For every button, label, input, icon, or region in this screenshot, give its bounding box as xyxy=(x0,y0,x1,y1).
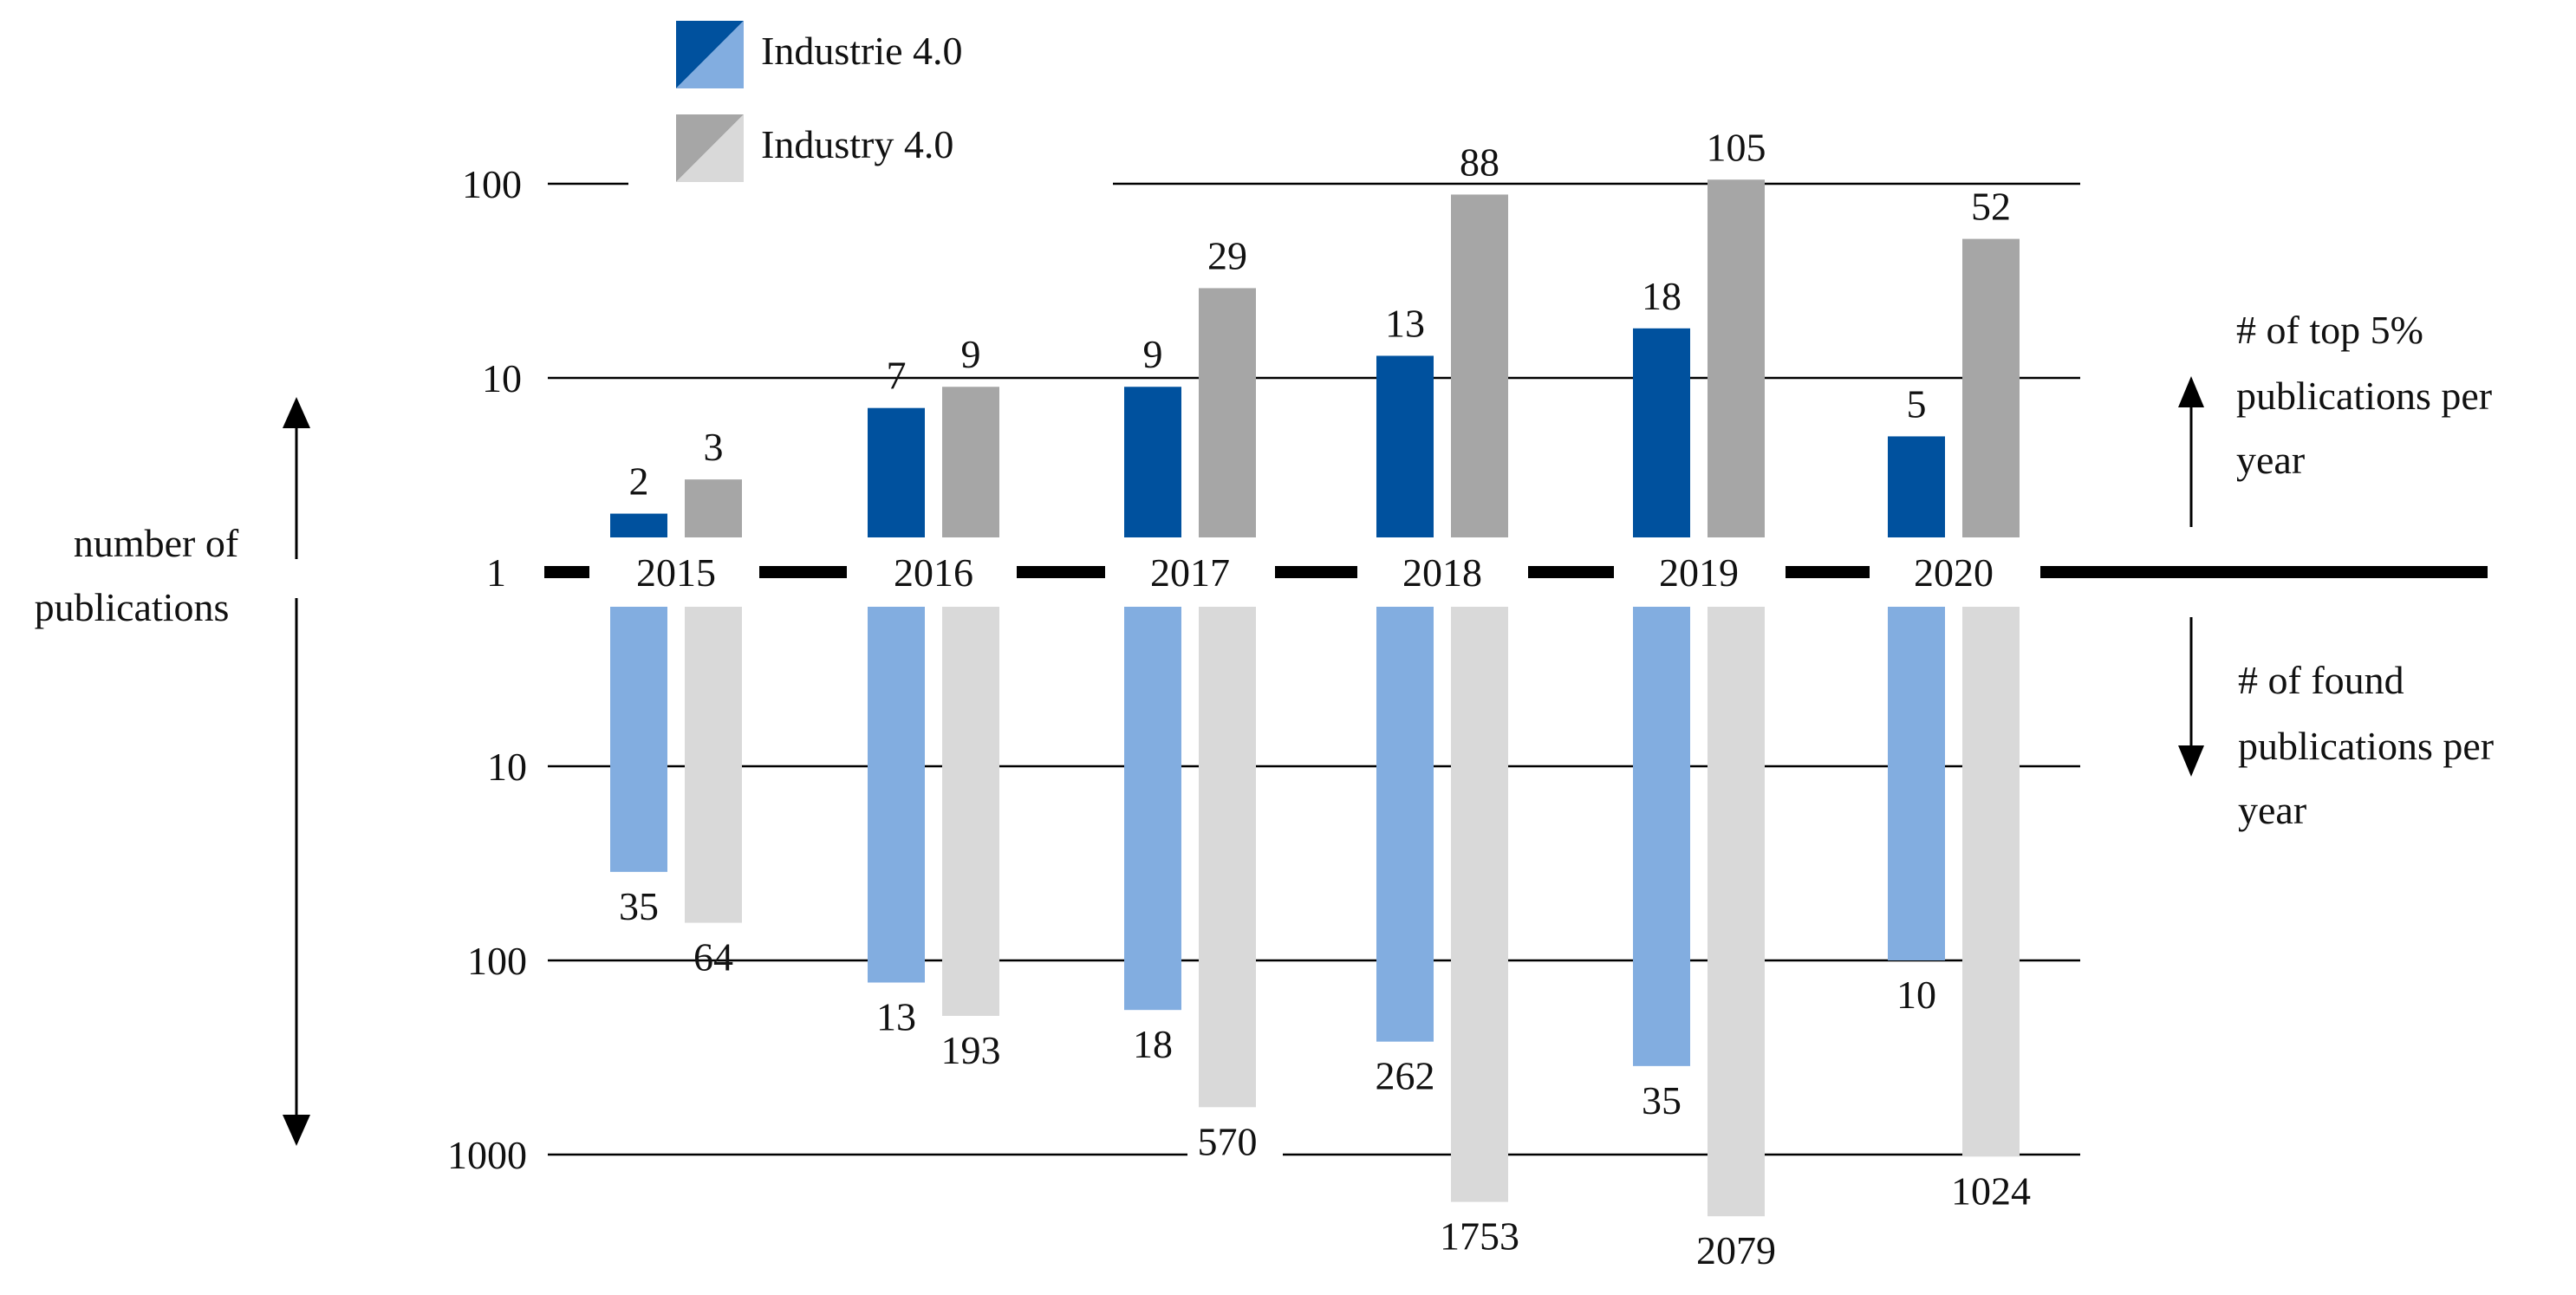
bar-top-industry-2017 xyxy=(1199,288,1256,537)
label-top-industrie-2016: 7 xyxy=(887,354,907,398)
bar-top-industrie-2015 xyxy=(610,513,667,537)
legend: Industrie 4.0 Industry 4.0 xyxy=(676,21,963,182)
bar-top-industrie-2018 xyxy=(1376,355,1434,537)
bar-found-industry-2016 xyxy=(942,607,999,1016)
category-label-2017: 2017 xyxy=(1150,550,1230,595)
label-found-industry-2019: 2079 xyxy=(1696,1228,1776,1272)
y-tick-lower-10: 10 xyxy=(487,745,527,789)
legend-label-2: Industry 4.0 xyxy=(761,122,953,166)
bar-found-industrie-2018 xyxy=(1376,607,1434,1042)
y-tick-lower-100: 100 xyxy=(467,939,527,983)
bar-found-industry-2015 xyxy=(685,607,742,923)
upper-annotation-line-3: year xyxy=(2236,438,2305,482)
bar-found-industry-2019 xyxy=(1708,607,1765,1217)
label-found-industrie-2015: 35 xyxy=(619,884,659,928)
category-label-2020: 2020 xyxy=(1914,550,1994,595)
label-top-industry-2016: 9 xyxy=(961,332,981,376)
label-found-industry-2018: 1753 xyxy=(1440,1214,1519,1259)
category-label-2016: 2016 xyxy=(894,550,973,595)
label-found-industrie-2017: 18 xyxy=(1133,1022,1173,1066)
label-found-industry-2017: 570 xyxy=(1198,1119,1258,1163)
y-tick-upper-100: 100 xyxy=(462,162,522,206)
bar-top-industrie-2020 xyxy=(1888,436,1945,537)
label-found-industry-2016: 193 xyxy=(941,1028,1001,1072)
label-top-industrie-2015: 2 xyxy=(629,459,649,504)
label-top-industry-2019: 105 xyxy=(1707,125,1766,169)
label-top-industry-2017: 29 xyxy=(1207,233,1247,277)
upper-annotation-line-1: # of top 5% xyxy=(2236,308,2423,352)
label-top-industrie-2017: 9 xyxy=(1143,332,1163,376)
bar-top-industrie-2016 xyxy=(868,407,925,537)
lower-annotation-line-1: # of found xyxy=(2238,658,2404,702)
bar-top-industry-2018 xyxy=(1451,194,1508,537)
gridlines xyxy=(548,182,2080,1156)
label-top-industry-2018: 88 xyxy=(1460,140,1499,184)
bar-top-industrie-2019 xyxy=(1633,328,1690,537)
y-tick-lower-1000: 1000 xyxy=(447,1133,527,1177)
label-top-industrie-2020: 5 xyxy=(1907,381,1927,426)
bar-top-industry-2016 xyxy=(942,387,999,537)
bar-found-industrie-2015 xyxy=(610,607,667,872)
lower-annotation-line-3: year xyxy=(2238,788,2306,832)
legend-swatch-light-1 xyxy=(676,21,744,88)
label-found-industrie-2020: 10 xyxy=(1896,973,1936,1017)
bar-found-industrie-2020 xyxy=(1888,607,1945,960)
y-axis-label-line-1: number of xyxy=(74,521,239,565)
bar-top-industry-2020 xyxy=(1962,238,2020,537)
label-found-industry-2015: 64 xyxy=(693,935,733,979)
category-label-2019: 2019 xyxy=(1659,550,1739,595)
category-label-2015: 2015 xyxy=(636,550,716,595)
label-top-industrie-2019: 18 xyxy=(1642,274,1682,318)
label-found-industrie-2016: 13 xyxy=(876,995,916,1039)
y-axis-label-line-2: publications xyxy=(35,585,230,629)
y-axis-arrow-up-head xyxy=(283,397,310,428)
y-axis-arrow-down-head xyxy=(283,1115,310,1146)
upper-arrow-head xyxy=(2178,376,2204,407)
category-labels: 2015 2016 2017 2018 2019 2020 xyxy=(636,550,1994,595)
legend-label-1: Industrie 4.0 xyxy=(761,29,963,73)
bar-found-industrie-2019 xyxy=(1633,607,1690,1066)
bar-top-industry-2019 xyxy=(1708,179,1765,537)
lower-arrow-head xyxy=(2178,745,2204,777)
upper-annotation-line-2: publications per xyxy=(2236,374,2492,418)
label-found-industry-2020: 1024 xyxy=(1951,1168,2031,1213)
label-top-industrie-2018: 13 xyxy=(1385,301,1425,345)
category-label-2018: 2018 xyxy=(1402,550,1482,595)
bar-found-industry-2018 xyxy=(1451,607,1508,1202)
legend-swatch-light-2 xyxy=(676,114,744,182)
label-top-industry-2020: 52 xyxy=(1971,185,2011,229)
y-tick-baseline: 1 xyxy=(486,550,506,595)
bar-found-industrie-2016 xyxy=(868,607,925,983)
bar-found-industry-2017 xyxy=(1199,607,1256,1108)
y-tick-labels: 100 10 10 100 1000 1 xyxy=(447,162,527,1177)
annotations: number of publications # of top 5% publicat… xyxy=(35,308,2494,1146)
bar-found-industry-2020 xyxy=(1962,607,2020,1157)
label-top-industry-2015: 3 xyxy=(704,425,724,469)
bar-top-industrie-2017 xyxy=(1124,387,1181,537)
bars xyxy=(610,179,2020,1217)
label-found-industrie-2018: 262 xyxy=(1376,1054,1435,1098)
y-tick-upper-10: 10 xyxy=(482,356,522,400)
bar-found-industrie-2017 xyxy=(1124,607,1181,1011)
label-found-industrie-2019: 35 xyxy=(1642,1078,1682,1123)
lower-annotation-line-2: publications per xyxy=(2238,724,2494,768)
bar-top-industry-2015 xyxy=(685,479,742,537)
